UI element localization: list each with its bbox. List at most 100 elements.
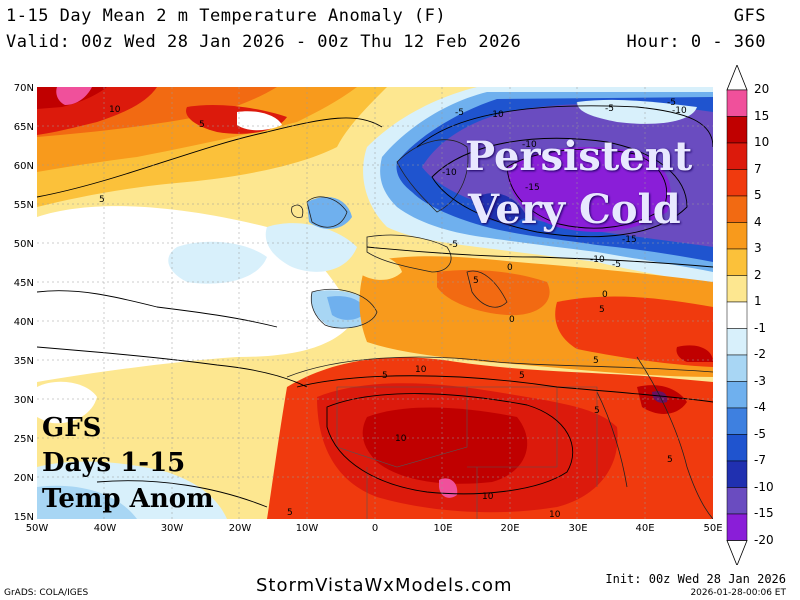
init-time: Init: 00z Wed 28 Jan 2026 (605, 572, 786, 586)
contour-label: 10 (482, 492, 494, 502)
contour-label: 10 (415, 365, 427, 375)
annotation-very-cold: Very Cold (468, 186, 681, 233)
contour-label: 5 (593, 356, 599, 366)
lat-label: 70N (13, 83, 34, 94)
legend-swatch (726, 248, 748, 276)
legend-level-label: 3 (754, 241, 762, 255)
cold-max (507, 147, 671, 232)
contour-label: 5 (287, 508, 293, 518)
legend-level-label: 4 (754, 214, 762, 229)
country-borders (336, 386, 598, 519)
legend-swatch (726, 460, 748, 488)
mild-france (357, 255, 402, 280)
lon-label: 30W (160, 523, 184, 534)
chart-title: 1-15 Day Mean 2 m Temperature Anomaly (F… (6, 6, 447, 26)
lon-label: 40E (635, 523, 655, 534)
yellow-subtropics (37, 367, 277, 482)
lon-label: 20W (228, 523, 252, 534)
lat-label: 25N (13, 434, 34, 445)
legend-arrow-bottom (726, 540, 748, 565)
contour-label: 5 (594, 406, 600, 416)
contour-label: -5 (667, 98, 676, 108)
legend-level-label: -2 (754, 347, 766, 361)
generated-stamp: 2026-01-28-00:06 ET (690, 588, 786, 598)
contour-label: 0 (507, 263, 513, 273)
legend-swatch (726, 513, 748, 541)
warm-east (676, 345, 713, 362)
contour-label: 5 (199, 120, 205, 130)
contour-label: -10 (522, 140, 537, 150)
neutral-patch (37, 381, 97, 424)
contour-label: -5 (612, 260, 621, 270)
legend-swatch (726, 89, 748, 117)
site-name: StormVistaWxModels.com (256, 575, 513, 596)
legend-level-label: 7 (754, 161, 762, 176)
legend-level-label: -10 (754, 479, 774, 494)
contour-label: 5 (667, 455, 673, 465)
legend-swatch (726, 142, 748, 170)
legend-swatch (726, 487, 748, 515)
contour-label: -5 (605, 104, 614, 114)
legend-swatch (726, 301, 748, 329)
legend-level-label: 2 (754, 267, 762, 282)
legend-swatch (726, 381, 748, 409)
contour-label: -10 (672, 106, 687, 116)
legend-level-label: -15 (754, 506, 774, 520)
extreme-warm-arabia (652, 391, 668, 403)
model-name: GFS (733, 6, 766, 26)
cool-patch (168, 241, 267, 284)
lat-label: 60N (13, 161, 34, 172)
legend-swatch (726, 116, 748, 144)
legend-swatch (726, 328, 748, 356)
lat-label: 35N (13, 356, 34, 367)
contour-label: -5 (455, 108, 464, 118)
lon-label: 30E (568, 523, 588, 534)
legend-level-label: -20 (754, 532, 774, 547)
lat-label: 65N (13, 122, 34, 133)
contour-label: -10 (489, 110, 504, 120)
legend-level-label: 20 (754, 82, 770, 96)
contour-label: 5 (473, 276, 479, 286)
annotation-variable: Temp Anom (42, 484, 214, 514)
contour-label: -5 (449, 240, 458, 250)
legend-level-label: -7 (754, 453, 766, 467)
warm-sahara-max (362, 407, 528, 484)
contour-label: 0 (602, 290, 608, 300)
contour-label: 0 (509, 315, 515, 325)
legend-level-label: -5 (754, 426, 766, 441)
cold-iberia (327, 296, 367, 320)
anomaly-map: 10 5 5 -5 -10 -10 -10 -15 -15 -10 -5 -5 … (37, 87, 713, 519)
warm-anatolia (555, 296, 713, 367)
legend-swatch (726, 407, 748, 435)
legend-swatch (726, 195, 748, 223)
lon-label: 20E (500, 523, 520, 534)
legend-swatch (726, 222, 748, 250)
lon-label: 50W (25, 523, 49, 534)
legend-level-label: 1 (754, 294, 762, 308)
legend-level-label: -4 (754, 400, 766, 414)
contour-label: 10 (549, 510, 561, 519)
lat-label: 50N (13, 239, 34, 250)
legend-swatch (726, 275, 748, 303)
legend-level-label: 10 (754, 135, 770, 149)
legend-level-label: -3 (754, 373, 766, 388)
warm-balkans (437, 270, 550, 316)
lat-label: 45N (13, 278, 34, 289)
legend-level-label: 15 (754, 108, 770, 123)
lat-label: 20N (13, 473, 34, 484)
lon-label: 0 (371, 523, 379, 534)
legend-level-label: -1 (754, 320, 766, 335)
anomaly-contours (37, 105, 713, 508)
annotation-days: Days 1-15 (42, 448, 186, 478)
annotation-persistent: Persistent (465, 133, 693, 180)
cool-patch (37, 485, 137, 519)
iceland-land (237, 111, 282, 131)
lat-label: 55N (13, 200, 34, 211)
grads-credit: GrADS: COLA/IGES (4, 588, 89, 598)
legend-level-label: 5 (754, 188, 762, 202)
contour-label: 5 (599, 305, 605, 315)
legend-swatch (726, 434, 748, 462)
lat-label: 30N (13, 395, 34, 406)
lat-label: 40N (13, 317, 34, 328)
lon-label: 40W (93, 523, 117, 534)
